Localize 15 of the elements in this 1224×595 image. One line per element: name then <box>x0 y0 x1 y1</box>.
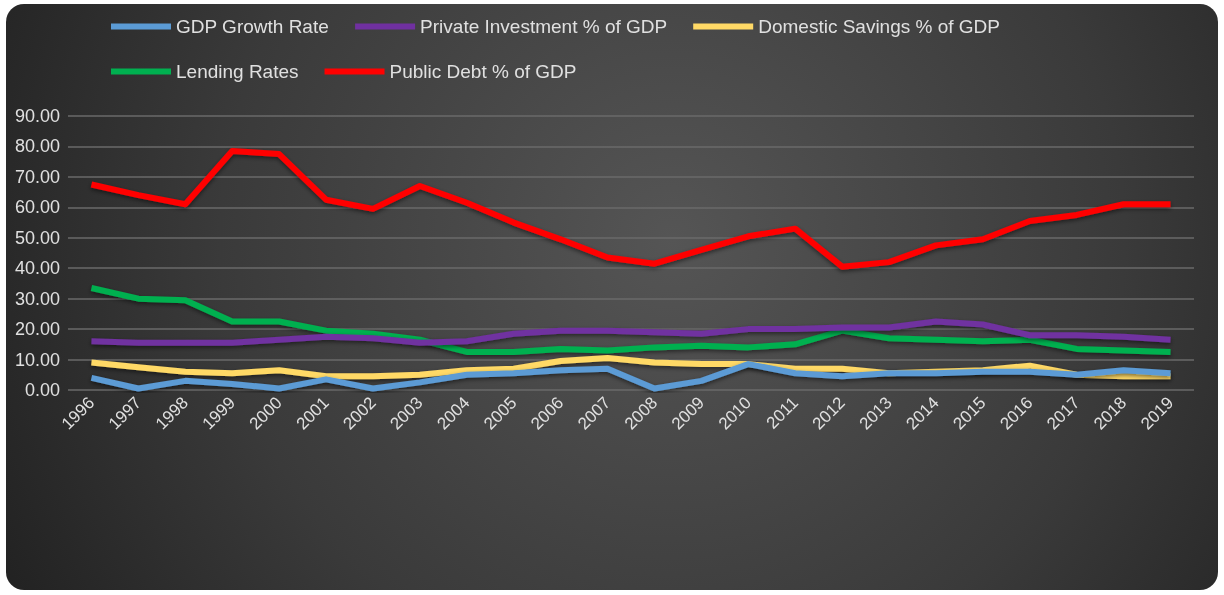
y-tick-label: 20.00 <box>14 319 60 340</box>
y-tick-label: 0.00 <box>24 380 60 400</box>
y-tick-label: 60.00 <box>14 197 60 218</box>
y-tick-label: 70.00 <box>14 166 60 187</box>
y-tick-label: 40.00 <box>14 258 60 279</box>
y-tick-label: 50.00 <box>14 227 60 248</box>
legend-label: Public Debt % of GDP <box>389 61 577 82</box>
y-tick-label: 10.00 <box>14 349 60 370</box>
y-tick-label: 90.00 <box>14 106 60 126</box>
legend-label: Domestic Savings % of GDP <box>758 16 1001 37</box>
legend-label: Lending Rates <box>176 61 299 82</box>
legend-label: Private Investment % of GDP <box>420 16 668 37</box>
legend-label: GDP Growth Rate <box>176 16 329 37</box>
y-tick-label: 80.00 <box>14 136 60 157</box>
y-tick-label: 30.00 <box>14 288 60 309</box>
